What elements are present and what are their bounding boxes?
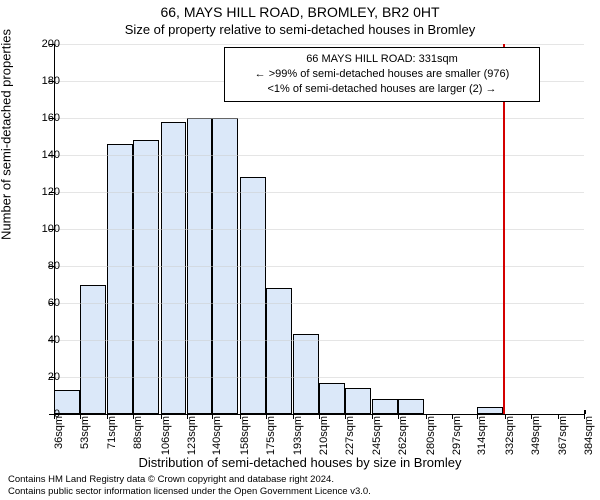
x-axis-label: Distribution of semi-detached houses by … <box>0 455 600 470</box>
annotation-box: 66 MAYS HILL ROAD: 331sqm ← >99% of semi… <box>224 47 540 102</box>
chart-title-sub: Size of property relative to semi-detach… <box>0 22 600 37</box>
x-tick-label: 140sqm <box>211 416 223 455</box>
footer-line-1: Contains HM Land Registry data © Crown c… <box>8 474 371 486</box>
y-tick-label: 200 <box>24 38 60 50</box>
x-tick-label: 245sqm <box>371 416 383 455</box>
x-tick-label: 367sqm <box>557 416 569 455</box>
x-tick-label: 297sqm <box>451 416 463 455</box>
x-tick-label: 262sqm <box>397 416 409 455</box>
histogram-bar <box>293 334 319 414</box>
annotation-smaller-line: ← >99% of semi-detached houses are small… <box>231 67 533 82</box>
y-tick-label: 180 <box>24 75 60 87</box>
footer-line-2: Contains public sector information licen… <box>8 486 371 498</box>
histogram-bar <box>372 399 398 414</box>
y-tick-label: 60 <box>24 297 60 309</box>
x-tick-label: 36sqm <box>53 416 65 449</box>
x-tick-label: 71sqm <box>106 416 118 449</box>
chart-title-main: 66, MAYS HILL ROAD, BROMLEY, BR2 0HT <box>0 4 600 20</box>
y-tick-label: 140 <box>24 149 60 161</box>
y-axis-label: Number of semi-detached properties <box>0 29 14 240</box>
histogram-bar <box>319 383 345 414</box>
plot-area: 66 MAYS HILL ROAD: 331sqm ← >99% of semi… <box>54 44 584 414</box>
x-tick-label: 106sqm <box>160 416 172 455</box>
x-tick-label: 175sqm <box>265 416 277 455</box>
histogram-bar <box>133 140 159 414</box>
histogram-bar <box>345 388 371 414</box>
x-tick-label: 210sqm <box>318 416 330 455</box>
y-tick-label: 100 <box>24 223 60 235</box>
x-tick-label: 314sqm <box>476 416 488 455</box>
x-tick-label: 193sqm <box>292 416 304 455</box>
annotation-title: 66 MAYS HILL ROAD: 331sqm <box>231 52 533 67</box>
chart-container: 66, MAYS HILL ROAD, BROMLEY, BR2 0HT Siz… <box>0 0 600 500</box>
histogram-bar <box>161 122 187 414</box>
y-tick-label: 80 <box>24 260 60 272</box>
y-tick-label: 120 <box>24 186 60 198</box>
histogram-bar <box>107 144 133 414</box>
histogram-bar <box>240 177 266 414</box>
x-tick-label: 384sqm <box>583 416 595 455</box>
histogram-bar <box>477 407 503 414</box>
x-tick-label: 332sqm <box>504 416 516 455</box>
y-tick-label: 40 <box>24 334 60 346</box>
y-tick-label: 20 <box>24 371 60 383</box>
y-tick-label: 160 <box>24 112 60 124</box>
x-tick-label: 227sqm <box>344 416 356 455</box>
x-tick-label: 158sqm <box>239 416 251 455</box>
annotation-larger-line: <1% of semi-detached houses are larger (… <box>231 82 533 97</box>
x-tick-label: 53sqm <box>79 416 91 449</box>
x-tick-label: 280sqm <box>425 416 437 455</box>
x-tick-label: 123sqm <box>186 416 198 455</box>
x-tick-label: 88sqm <box>132 416 144 449</box>
histogram-bar <box>266 288 292 414</box>
x-tick-label: 349sqm <box>530 416 542 455</box>
histogram-bar <box>398 399 424 414</box>
footer: Contains HM Land Registry data © Crown c… <box>8 474 371 498</box>
